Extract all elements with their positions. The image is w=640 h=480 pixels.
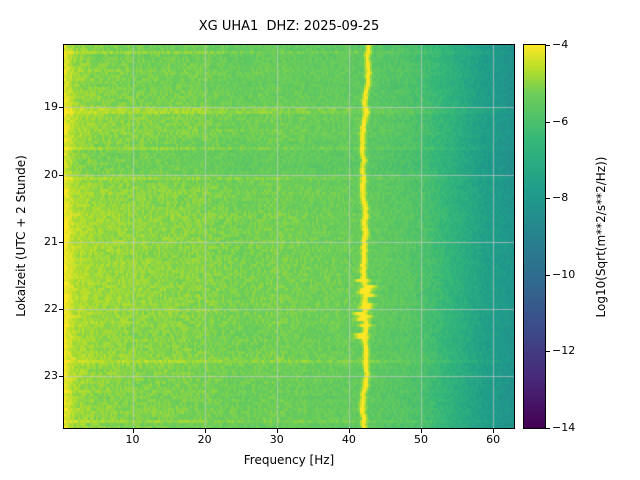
y-tick-label: 21 — [44, 234, 58, 248]
x-tick-label: 30 — [269, 433, 284, 446]
x-tick-mark — [348, 429, 350, 433]
chart-title: XG UHA1 DHZ: 2025-09-25 — [198, 19, 380, 34]
x-tick-label: 20 — [197, 433, 212, 446]
x-tick-mark — [492, 429, 494, 433]
spectrogram-canvas — [64, 45, 514, 428]
y-tick-label: 19 — [44, 100, 58, 114]
x-tick-mark — [420, 429, 422, 433]
y-tick-mark — [59, 107, 63, 108]
y-tick-mark — [59, 242, 63, 243]
x-tick-label: 60 — [486, 433, 501, 446]
y-tick-label: 22 — [44, 302, 58, 316]
colorbar-tick-mark — [546, 198, 550, 199]
colorbar-tick-mark — [546, 122, 550, 123]
x-tick-label: 50 — [413, 433, 428, 446]
colorbar-tick-label: −10 — [552, 267, 576, 281]
y-tick-mark — [59, 376, 63, 377]
x-tick-label: 10 — [125, 433, 140, 446]
colorbar-tick-mark — [546, 45, 550, 46]
colorbar-tick-label: −8 — [552, 191, 569, 205]
y-tick-mark — [59, 175, 63, 176]
y-axis-label: Lokalzeit (UTC + 2 Stunde) — [14, 155, 28, 317]
colorbar-label: Log10(Sqrt(m**2/s**2/Hz)) — [594, 156, 608, 318]
colorbar-tick-label: −14 — [552, 421, 576, 434]
colorbar-tick-label: −4 — [552, 38, 569, 51]
x-tick-mark — [132, 429, 134, 433]
y-tick-label: 20 — [44, 167, 58, 181]
x-tick-label: 40 — [341, 433, 356, 446]
colorbar-tick-mark — [546, 351, 550, 352]
colorbar-canvas — [524, 45, 545, 428]
plot-frame — [63, 44, 515, 429]
x-tick-mark — [276, 429, 278, 433]
y-tick-label: 23 — [44, 369, 58, 383]
colorbar-tick-mark — [546, 275, 550, 276]
x-tick-mark — [204, 429, 206, 433]
colorbar-tick-label: −12 — [552, 344, 576, 358]
colorbar-tick-mark — [546, 428, 550, 429]
colorbar-frame — [523, 44, 546, 429]
y-tick-mark — [59, 309, 63, 310]
colorbar-tick-label: −6 — [552, 114, 569, 128]
x-axis-label: Frequency [Hz] — [243, 453, 335, 467]
